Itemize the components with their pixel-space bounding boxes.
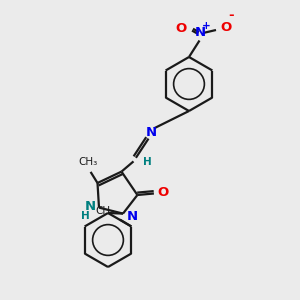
Text: +: + (202, 22, 211, 32)
Text: N: N (127, 209, 138, 223)
Text: N: N (84, 200, 95, 213)
Text: O: O (176, 22, 187, 35)
Text: H: H (81, 211, 89, 221)
Text: O: O (220, 21, 232, 34)
Text: N: N (195, 26, 206, 39)
Text: O: O (157, 186, 168, 200)
Text: N: N (146, 125, 157, 139)
Text: H: H (143, 157, 152, 167)
Text: CH₃: CH₃ (95, 206, 115, 216)
Text: -: - (228, 9, 234, 22)
Text: CH₃: CH₃ (78, 157, 97, 167)
